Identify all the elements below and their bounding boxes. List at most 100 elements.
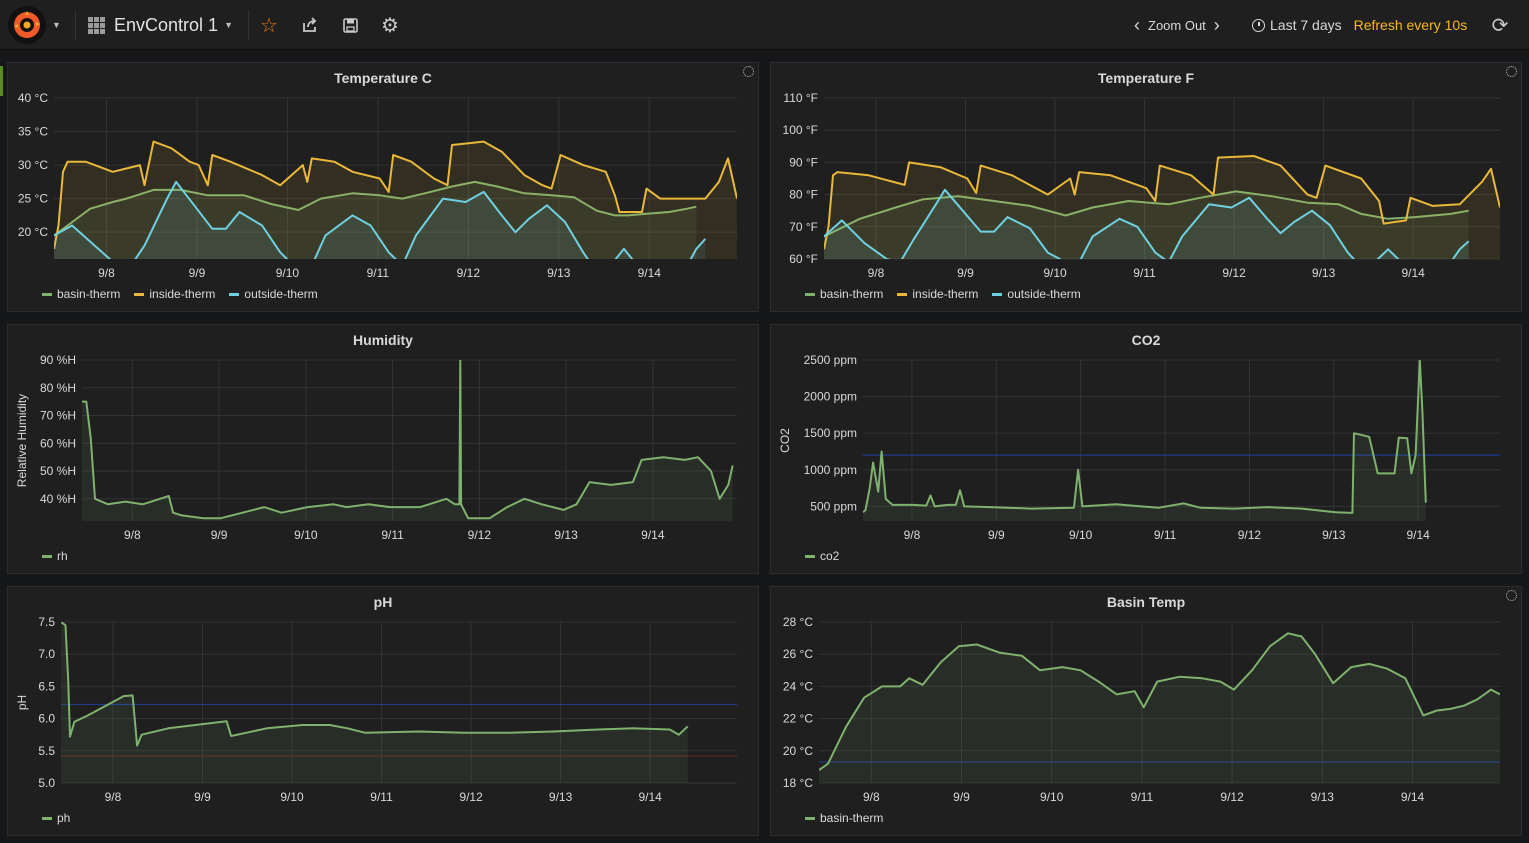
legend-item-inside-therm[interactable]: inside-therm: [134, 287, 215, 301]
y-tick-label: 20 °C: [18, 225, 48, 239]
star-button[interactable]: ☆: [249, 0, 289, 50]
panel-title[interactable]: Humidity: [353, 332, 413, 348]
x-tick-label: 9/14: [641, 528, 665, 542]
series-area-ph: [61, 622, 688, 783]
series-line-inside-therm[interactable]: [54, 140, 737, 250]
legend-item-basin-therm[interactable]: basin-therm: [805, 287, 883, 301]
legend-swatch: [992, 292, 1003, 296]
x-tick-label: 9/10: [1040, 790, 1064, 804]
series-line-outside-therm[interactable]: [824, 188, 1470, 262]
legend: rh: [42, 549, 68, 563]
series-group: [863, 360, 1427, 521]
loading-spinner-icon: [743, 66, 754, 77]
x-tick-label: 9/12: [468, 528, 492, 542]
y-tick-label: 7.5: [38, 615, 55, 629]
panel-title[interactable]: Temperature F: [1097, 70, 1195, 86]
legend-swatch: [134, 292, 145, 296]
panel-title[interactable]: pH: [373, 594, 393, 610]
x-tick-label: 9/14: [638, 266, 662, 280]
y-tick-label: 35 °C: [18, 125, 48, 139]
x-tick-label: 9/9: [953, 790, 970, 804]
legend-swatch: [229, 292, 240, 296]
x-tick-label: 9/8: [105, 790, 122, 804]
series-line-ph[interactable]: [61, 622, 689, 747]
series-line-co2[interactable]: [863, 360, 1427, 514]
zoom-out-button[interactable]: Zoom Out: [1148, 17, 1206, 33]
chevron-left-icon[interactable]: ‹: [1134, 14, 1140, 35]
refresh-button[interactable]: ⟳: [1480, 0, 1520, 50]
panel-title[interactable]: Temperature C: [334, 70, 432, 86]
legend-item-co2[interactable]: co2: [805, 549, 839, 563]
y-tick-label: 26 °C: [783, 647, 813, 661]
panel-co2: CO2 9/8 9/9 9/10 9/11 9/12 9/13 9/14 500 ppm 100…: [770, 324, 1522, 574]
y-tick-label: 1500 ppm: [804, 426, 857, 440]
legend-item-rh[interactable]: rh: [42, 549, 68, 563]
x-tick-label: 9/10: [1043, 266, 1067, 280]
y-tick-label: 100 °F: [783, 123, 818, 137]
chart-ph[interactable]: 9/8 9/9 9/10 9/11 9/12 9/13 9/14 5.0 5.5 6.0 6.5 7.…: [8, 587, 760, 837]
legend-label: rh: [57, 549, 68, 563]
loading-spinner-icon: [1506, 590, 1517, 601]
legend-item-inside-therm[interactable]: inside-therm: [897, 287, 978, 301]
panel-temperature-c: Temperature C 9/8 9/9 9/10 9/11 9/12 9/13 9/14…: [7, 62, 759, 312]
save-icon: [342, 17, 358, 33]
legend-item-outside-therm[interactable]: outside-therm: [229, 287, 318, 301]
panel-title[interactable]: Basin Temp: [1106, 594, 1186, 610]
series-line-basin-therm[interactable]: [824, 190, 1469, 238]
legend-item-basin-therm[interactable]: basin-therm: [805, 811, 883, 825]
series-area-basin-therm: [819, 633, 1500, 783]
chart-temperature-c[interactable]: 9/8 9/9 9/10 9/11 9/12 9/13 9/14 20 °C 25 °C 30 °…: [8, 63, 760, 313]
series-line-basin-therm[interactable]: [819, 632, 1500, 771]
series-area-co2: [863, 360, 1426, 521]
grid: 9/8 9/9 9/10 9/11 9/12 9/13 9/14 500 ppm 1000 pp…: [804, 353, 1500, 542]
series-group: [61, 622, 689, 783]
y-tick-label: 50 %H: [40, 464, 76, 478]
chart-co2[interactable]: 9/8 9/9 9/10 9/11 9/12 9/13 9/14 500 ppm 1000 pp…: [771, 325, 1523, 575]
y-tick-label: 2500 ppm: [804, 353, 857, 367]
y-tick-label: 60 %H: [40, 436, 76, 450]
chevron-right-icon[interactable]: ›: [1213, 14, 1220, 35]
x-tick-label: 9/9: [988, 528, 1005, 542]
x-tick-label: 9/10: [276, 266, 300, 280]
legend-swatch: [805, 816, 815, 820]
dashboard-title: EnvControl 1: [114, 14, 219, 35]
series-line-outside-therm[interactable]: [54, 180, 707, 266]
x-tick-label: 9/9: [211, 528, 228, 542]
x-tick-label: 9/10: [1069, 528, 1093, 542]
y-tick-label: 22 °C: [783, 712, 813, 726]
series-line-rh[interactable]: [82, 360, 734, 520]
y-tick-label: 70 °F: [789, 220, 818, 234]
panel-title[interactable]: CO2: [1131, 332, 1161, 348]
legend-label: basin-therm: [820, 287, 884, 301]
x-tick-label: 9/12: [1238, 528, 1262, 542]
grid: 9/8 9/9 9/10 9/11 9/12 9/13 9/14 40 %H 50 %H 60 %…: [40, 353, 737, 542]
series-line-inside-therm[interactable]: [824, 155, 1500, 250]
series-group: [82, 360, 734, 521]
y-tick-label: 110 °F: [783, 91, 818, 105]
chart-humidity[interactable]: 9/8 9/9 9/10 9/11 9/12 9/13 9/14 40 %H 50 %H 60 %…: [8, 325, 760, 575]
grafana-menu-button[interactable]: ▼: [8, 5, 70, 45]
legend-swatch: [42, 554, 52, 558]
legend-item-ph[interactable]: ph: [42, 811, 70, 825]
save-button[interactable]: [330, 0, 370, 50]
series-area-basin-therm: [54, 181, 697, 259]
time-picker[interactable]: Last 7 days Refresh every 10s: [1252, 0, 1467, 50]
time-range-label: Last 7 days: [1270, 17, 1342, 33]
row-collapse-handle[interactable]: [0, 66, 3, 96]
y-tick-label: 25 °C: [18, 192, 48, 206]
y-axis-label: Relative Humidity: [15, 394, 29, 487]
legend-label: ph: [57, 811, 71, 825]
legend-item-basin-therm[interactable]: basin-therm: [42, 287, 120, 301]
chart-temperature-f[interactable]: 9/8 9/9 9/10 9/11 9/12 9/13 9/14 60 °F 70 °F 80 °…: [771, 63, 1523, 313]
legend-item-outside-therm[interactable]: outside-therm: [992, 287, 1081, 301]
settings-button[interactable]: ⚙: [370, 0, 410, 50]
x-tick-label: 9/10: [294, 528, 318, 542]
dashboard-picker[interactable]: EnvControl 1 ▼: [88, 0, 233, 50]
top-navbar: ▼ EnvControl 1 ▼ ☆ ⚙ ‹ Zoom Out › Last 7…: [0, 0, 1529, 50]
star-icon: ☆: [260, 14, 278, 37]
share-button[interactable]: [290, 0, 330, 50]
grafana-logo-icon: [8, 6, 46, 44]
series-line-basin-therm[interactable]: [54, 180, 697, 237]
y-tick-label: 80 %H: [40, 381, 76, 395]
chart-basin-temp[interactable]: 9/8 9/9 9/10 9/11 9/12 9/13 9/14 18 °C 20 °C 22 °…: [771, 587, 1523, 837]
